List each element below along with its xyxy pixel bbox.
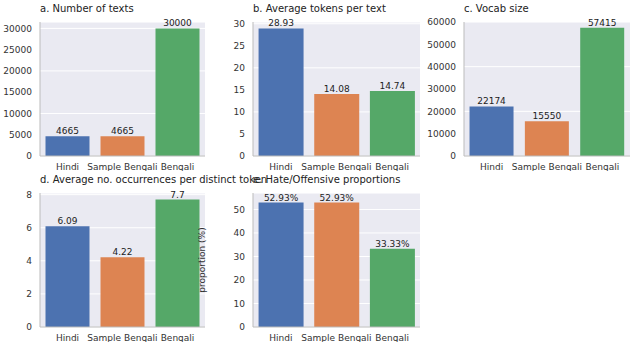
svg-text:10000: 10000 [427,129,456,139]
svg-text:30000: 30000 [8,24,32,34]
svg-text:2: 2 [26,289,32,299]
svg-text:15000: 15000 [8,87,32,97]
svg-text:Bengali: Bengali [375,162,409,171]
html-text:b. Average tokens per text: b. Average tokens per text [253,3,386,14]
svg-text:0: 0 [450,151,456,161]
svg-text:20000: 20000 [427,107,456,117]
svg-text:52.93%: 52.93% [320,193,355,203]
svg-text:30: 30 [234,19,246,29]
svg-text:10: 10 [234,107,246,117]
svg-text:Hindi: Hindi [480,162,503,171]
svg-text:33.33%: 33.33% [375,239,410,249]
svg-text:6.09: 6.09 [57,216,77,226]
svg-text:4: 4 [26,256,32,266]
svg-text:Bengali: Bengali [161,162,195,171]
svg-text:7.7: 7.7 [170,190,184,200]
svg-text:25000: 25000 [8,45,32,55]
svg-text:40: 40 [234,228,246,238]
html-text:a. Number of texts: a. Number of texts [40,3,134,14]
svg-text:8: 8 [26,190,32,200]
svg-text:0: 0 [26,322,32,332]
svg-text:14.08: 14.08 [324,84,350,94]
svg-text:60000: 60000 [427,17,456,27]
svg-text:30: 30 [234,252,246,262]
svg-text:10000: 10000 [8,109,32,119]
svg-text:Sample Bengali: Sample Bengali [512,162,582,171]
svg-text:Bengali: Bengali [375,333,409,342]
svg-text:28.93: 28.93 [268,18,294,28]
svg-text:Hindi: Hindi [269,333,292,342]
svg-text:22174: 22174 [477,96,506,106]
svg-text:Sample Bengali: Sample Bengali [301,162,371,171]
svg-text:50: 50 [234,205,246,215]
svg-text:14.74: 14.74 [380,81,406,91]
svg-text:40000: 40000 [427,62,456,72]
svg-text:Bengali: Bengali [161,333,195,342]
svg-text:4665: 4665 [56,126,79,136]
svg-text:Sample Bengali: Sample Bengali [87,333,157,342]
svg-text:20000: 20000 [8,66,32,76]
svg-text:20: 20 [234,63,246,73]
svg-text:5: 5 [239,129,245,139]
svg-text:proportion (%): proportion (%) [198,227,207,292]
svg-text:57415: 57415 [588,18,617,28]
svg-text:0: 0 [26,151,32,161]
svg-text:20: 20 [234,275,246,285]
svg-text:Sample Bengali: Sample Bengali [87,162,157,171]
svg-text:15550: 15550 [533,111,562,121]
svg-text:10: 10 [234,299,246,309]
svg-text:4665: 4665 [111,126,134,136]
svg-text:30000: 30000 [427,84,456,94]
svg-text:4.22: 4.22 [112,247,132,257]
svg-text:Hindi: Hindi [56,333,79,342]
svg-text:15: 15 [234,85,245,95]
svg-text:Hindi: Hindi [269,162,292,171]
html-text:e. Hate/Offensive proportions: e. Hate/Offensive proportions [253,174,401,185]
svg-text:6: 6 [26,223,32,233]
svg-text:Sample Bengali: Sample Bengali [301,333,371,342]
svg-text:Bengali: Bengali [586,162,620,171]
svg-text:30000: 30000 [163,18,192,28]
html-text:d. Average no. occurrences per: d. Average no. occurrences per distinct … [40,174,268,185]
svg-text:25: 25 [234,41,245,51]
html-text:c. Vocab size: c. Vocab size [464,3,529,14]
svg-text:0: 0 [239,151,245,161]
svg-text:Hindi: Hindi [56,162,79,171]
svg-text:5000: 5000 [9,130,32,140]
svg-text:50000: 50000 [427,40,456,50]
svg-text:0: 0 [239,322,245,332]
svg-text:52.93%: 52.93% [264,193,299,203]
